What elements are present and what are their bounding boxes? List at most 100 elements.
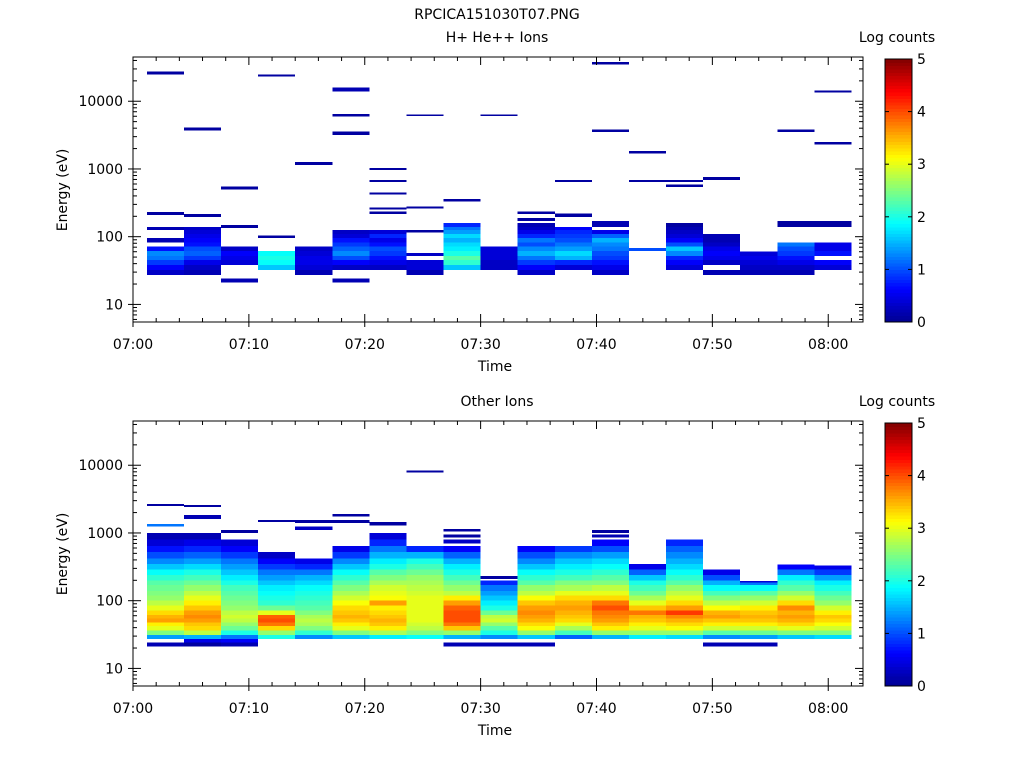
colorbar-step [885, 151, 912, 155]
spectrogram-cell [666, 610, 704, 615]
spectrogram-cell [666, 580, 704, 586]
spectrogram-cell [221, 186, 259, 190]
spectrogram-cell [480, 614, 518, 619]
spectrogram-cell [258, 250, 296, 256]
spectrogram-cell [146, 630, 184, 636]
spectrogram-cell [703, 610, 741, 615]
spectrogram-cell [628, 600, 667, 606]
spectrogram-cell [814, 242, 852, 247]
spectrogram-cell [332, 255, 370, 261]
spectrogram-cell [295, 622, 333, 627]
colorbar-step [885, 105, 912, 109]
spectrogram-cell [332, 605, 370, 611]
spectrogram-cell [369, 260, 407, 266]
colorbar-step [885, 429, 912, 434]
spectrogram-cell [703, 233, 741, 239]
x-tick-label: 07:10 [229, 701, 269, 717]
y-tick-label: 10000 [78, 94, 123, 110]
spectrogram-cell [183, 233, 222, 239]
spectrogram-cell [146, 255, 184, 261]
spectrogram-cell [628, 580, 667, 586]
colorbar-step [885, 524, 912, 529]
spectrogram-cell [777, 574, 815, 581]
spectrogram-cell [517, 614, 555, 619]
spectrogram-cell [295, 610, 333, 615]
spectrogram-cell [146, 569, 184, 575]
spectrogram-cell [740, 600, 778, 606]
spectrogram-cell [221, 574, 259, 581]
spectrogram-cell [554, 179, 592, 183]
colorbar-tick-label: 1 [917, 262, 926, 278]
spectrogram-cell [480, 618, 518, 623]
spectrogram-cell [183, 242, 222, 247]
colorbar-step [885, 118, 912, 123]
spectrogram-cell [666, 255, 704, 261]
spectrogram-cell [628, 590, 667, 596]
spectrogram-cell [332, 585, 370, 591]
spectrogram-cell [591, 129, 629, 133]
spectrogram-cell [666, 242, 704, 247]
spectrogram-cell [628, 563, 667, 570]
spectrogram-cell [740, 251, 778, 256]
spectrogram-cell [628, 630, 667, 636]
spectrogram-cell [295, 563, 333, 570]
spectrogram-cell [369, 552, 407, 559]
colorbar-step [885, 246, 912, 251]
spectrogram-cell [740, 582, 778, 586]
spectrogram-cell [406, 585, 444, 591]
colorbar-step [885, 653, 912, 658]
colorbar-step [885, 295, 912, 300]
panel-other-ions-spectrogram [146, 470, 852, 647]
spectrogram-cell [183, 563, 222, 570]
panel-h-ions-xlabel: Time [477, 359, 512, 375]
colorbar-step [885, 121, 912, 126]
panel-other-ions-colorbar: 0 1 2 3 4 5 [884, 416, 926, 695]
spectrogram-cell [332, 250, 370, 256]
colorbar-step [885, 141, 912, 146]
spectrogram-cell [295, 520, 333, 524]
panel-h-ions-ylabel: Energy (eV) [55, 149, 71, 232]
panel-other-ions: Other Ions 07:00 07:10 07:20 07:30 07:40 07:5… [55, 394, 935, 739]
spectrogram-cell [146, 558, 184, 564]
spectrogram-cell [703, 590, 741, 596]
spectrogram-cell [332, 626, 370, 631]
spectrogram-cell [183, 630, 222, 636]
spectrogram-cell [666, 552, 704, 559]
spectrogram-cell [554, 622, 592, 627]
spectrogram-cell [666, 230, 704, 234]
spectrogram-cell [258, 630, 296, 636]
spectrogram-cell [369, 614, 407, 619]
colorbar-step [885, 95, 912, 100]
spectrogram-cell [146, 585, 184, 591]
spectrogram-cell [183, 585, 222, 591]
spectrogram-cell [221, 618, 259, 623]
colorbar-step [885, 439, 912, 444]
spectrogram-cell [814, 265, 852, 271]
colorbar-step [885, 239, 912, 244]
spectrogram-cell [740, 595, 778, 601]
spectrogram-cell [369, 230, 407, 234]
colorbar-step [885, 666, 912, 671]
colorbar-step [885, 616, 912, 621]
colorbar-step [885, 432, 912, 437]
spectrogram-cell [221, 530, 259, 533]
x-tick-label: 07:00 [113, 701, 153, 717]
spectrogram-cell [554, 580, 592, 586]
colorbar-step [885, 131, 912, 136]
spectrogram-cell [777, 246, 815, 251]
spectrogram-cell [591, 569, 629, 575]
spectrogram-cell [443, 580, 481, 586]
spectrogram-cell [666, 569, 704, 575]
spectrogram-cell [628, 635, 667, 640]
spectrogram-cell [406, 265, 444, 271]
spectrogram-cell [777, 622, 815, 627]
spectrogram-cell [183, 532, 222, 540]
spectrogram-cell [814, 614, 852, 619]
spectrogram-cell [591, 618, 629, 623]
spectrogram-cell [221, 580, 259, 586]
spectrogram-cell [740, 635, 778, 640]
colorbar-step [885, 108, 912, 113]
spectrogram-cell [369, 569, 407, 575]
colorbar-step [885, 180, 912, 185]
spectrogram-cell [406, 595, 444, 601]
